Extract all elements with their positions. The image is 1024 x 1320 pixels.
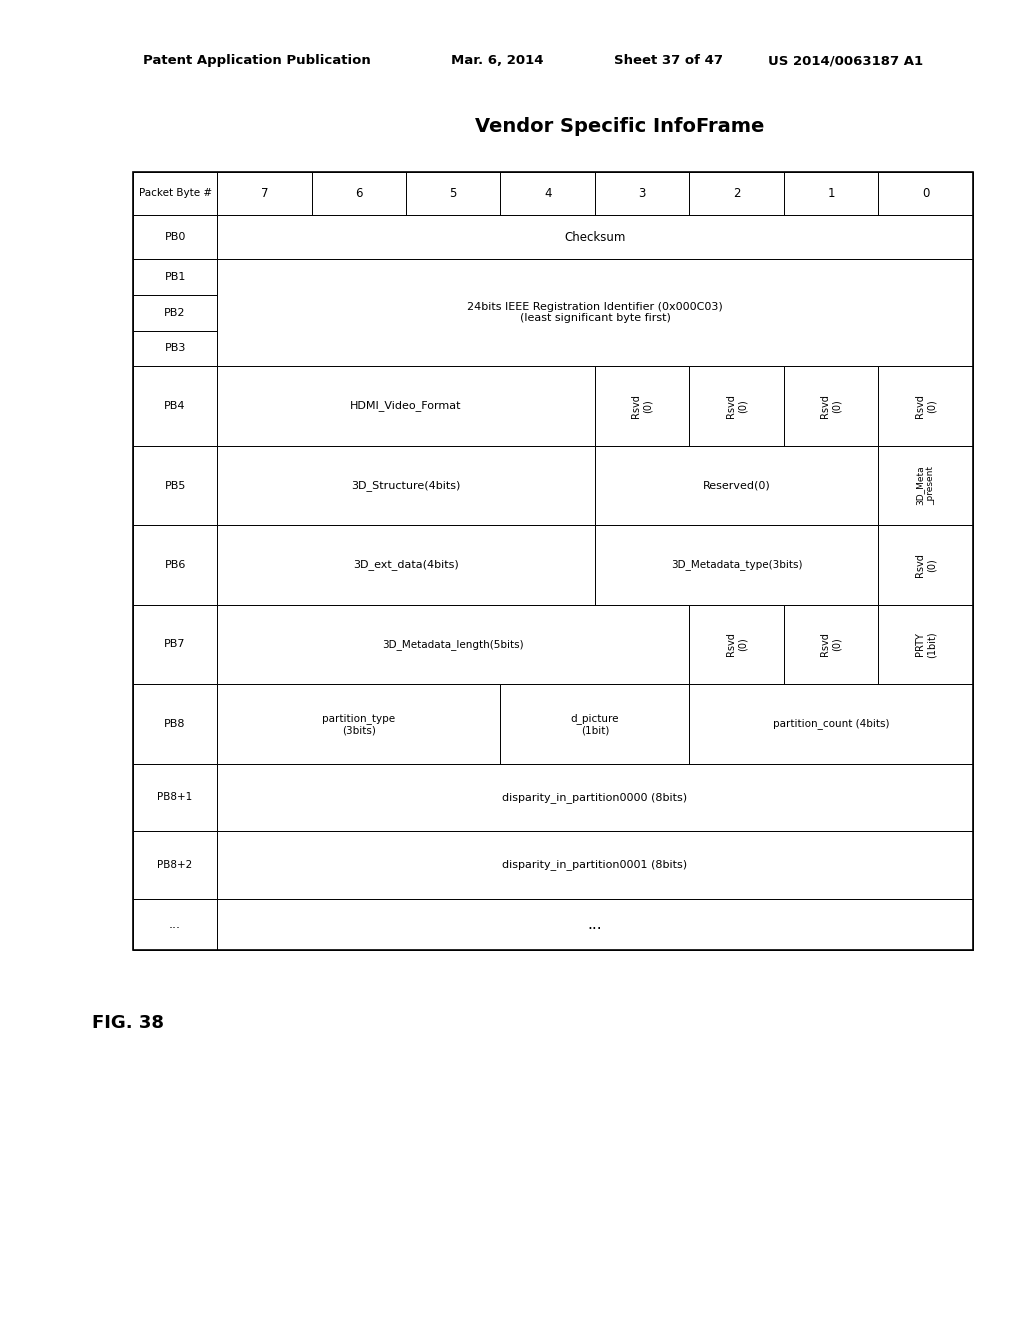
Bar xyxy=(217,525,595,605)
Bar xyxy=(217,215,973,259)
Bar xyxy=(133,366,217,446)
Bar xyxy=(311,172,406,215)
Bar xyxy=(217,899,973,950)
Bar xyxy=(217,172,311,215)
Text: PB7: PB7 xyxy=(165,639,185,649)
Text: 2: 2 xyxy=(733,187,740,199)
Bar xyxy=(133,832,217,899)
Bar xyxy=(879,605,973,684)
Bar xyxy=(217,259,973,366)
Text: 7: 7 xyxy=(260,187,268,199)
Text: US 2014/0063187 A1: US 2014/0063187 A1 xyxy=(768,54,923,67)
Text: d_picture
(1bit): d_picture (1bit) xyxy=(570,713,620,735)
Text: PB0: PB0 xyxy=(165,232,185,242)
Bar xyxy=(784,366,879,446)
Bar xyxy=(406,172,501,215)
Bar xyxy=(595,446,879,525)
Bar xyxy=(133,215,217,259)
Bar xyxy=(879,172,973,215)
Bar xyxy=(217,605,689,684)
Text: ...: ... xyxy=(588,917,602,932)
Text: PB5: PB5 xyxy=(165,480,185,491)
Text: ...: ... xyxy=(169,919,181,931)
Text: PB2: PB2 xyxy=(165,308,185,318)
Bar xyxy=(595,366,689,446)
Bar xyxy=(595,172,689,215)
Text: 3: 3 xyxy=(639,187,646,199)
Text: FIG. 38: FIG. 38 xyxy=(92,1014,164,1032)
Bar xyxy=(879,446,973,525)
Text: PRTY
(1bit): PRTY (1bit) xyxy=(914,631,936,657)
Text: disparity_in_partition0001 (8bits): disparity_in_partition0001 (8bits) xyxy=(503,859,687,870)
Bar xyxy=(879,366,973,446)
Text: Rsvd
(0): Rsvd (0) xyxy=(726,395,748,418)
Bar xyxy=(133,899,217,950)
Text: PB3: PB3 xyxy=(165,343,185,354)
Text: PB8+1: PB8+1 xyxy=(158,792,193,803)
Text: Sheet 37 of 47: Sheet 37 of 47 xyxy=(614,54,723,67)
Text: 6: 6 xyxy=(355,187,362,199)
Text: PB1: PB1 xyxy=(165,272,185,282)
Text: Reserved(0): Reserved(0) xyxy=(702,480,770,491)
Bar xyxy=(217,832,973,899)
Bar xyxy=(689,172,784,215)
Bar xyxy=(501,172,595,215)
Text: 5: 5 xyxy=(450,187,457,199)
Text: 3D_Structure(4bits): 3D_Structure(4bits) xyxy=(351,480,461,491)
Bar xyxy=(689,605,784,684)
Bar xyxy=(133,172,973,950)
Text: Packet Byte #: Packet Byte # xyxy=(138,189,212,198)
Text: HDMI_Video_Format: HDMI_Video_Format xyxy=(350,400,462,412)
Text: partition_type
(3bits): partition_type (3bits) xyxy=(323,713,395,735)
Text: Patent Application Publication: Patent Application Publication xyxy=(143,54,371,67)
Bar xyxy=(879,525,973,605)
Bar xyxy=(217,366,595,446)
Bar xyxy=(133,684,217,764)
Text: Rsvd
(0): Rsvd (0) xyxy=(820,632,842,656)
Text: 3D_ext_data(4bits): 3D_ext_data(4bits) xyxy=(353,560,459,570)
Bar xyxy=(133,605,217,684)
Text: Rsvd
(0): Rsvd (0) xyxy=(632,395,653,418)
Bar xyxy=(133,259,217,294)
Text: 1: 1 xyxy=(827,187,835,199)
Bar xyxy=(217,446,595,525)
Bar xyxy=(689,366,784,446)
Text: Rsvd
(0): Rsvd (0) xyxy=(914,553,936,577)
Bar xyxy=(133,172,217,215)
Text: 4: 4 xyxy=(544,187,552,199)
Text: Checksum: Checksum xyxy=(564,231,626,244)
Text: Rsvd
(0): Rsvd (0) xyxy=(820,395,842,418)
Bar xyxy=(133,330,217,366)
Text: 3D_Metadata_length(5bits): 3D_Metadata_length(5bits) xyxy=(382,639,524,649)
Bar xyxy=(784,605,879,684)
Bar xyxy=(133,764,217,832)
Bar xyxy=(689,684,973,764)
Text: PB8+2: PB8+2 xyxy=(158,859,193,870)
Text: 3D_Metadata_type(3bits): 3D_Metadata_type(3bits) xyxy=(671,560,803,570)
Text: partition_count (4bits): partition_count (4bits) xyxy=(773,718,890,730)
Text: PB6: PB6 xyxy=(165,560,185,570)
Text: Rsvd
(0): Rsvd (0) xyxy=(914,395,936,418)
Text: 24bits IEEE Registration Identifier (0x000C03)
(least significant byte first): 24bits IEEE Registration Identifier (0x0… xyxy=(467,302,723,323)
Bar xyxy=(501,684,689,764)
Bar xyxy=(217,764,973,832)
Text: disparity_in_partition0000 (8bits): disparity_in_partition0000 (8bits) xyxy=(503,792,687,803)
Bar xyxy=(133,446,217,525)
Text: 3D_Meta
_present: 3D_Meta _present xyxy=(915,466,935,506)
Text: PB8: PB8 xyxy=(165,719,185,729)
Text: Mar. 6, 2014: Mar. 6, 2014 xyxy=(451,54,543,67)
Bar xyxy=(595,525,879,605)
Bar xyxy=(217,684,501,764)
Bar xyxy=(133,294,217,330)
Text: Rsvd
(0): Rsvd (0) xyxy=(726,632,748,656)
Text: 0: 0 xyxy=(922,187,929,199)
Bar xyxy=(784,172,879,215)
Bar xyxy=(133,525,217,605)
Text: PB4: PB4 xyxy=(165,401,185,411)
Text: Vendor Specific InfoFrame: Vendor Specific InfoFrame xyxy=(475,117,764,136)
